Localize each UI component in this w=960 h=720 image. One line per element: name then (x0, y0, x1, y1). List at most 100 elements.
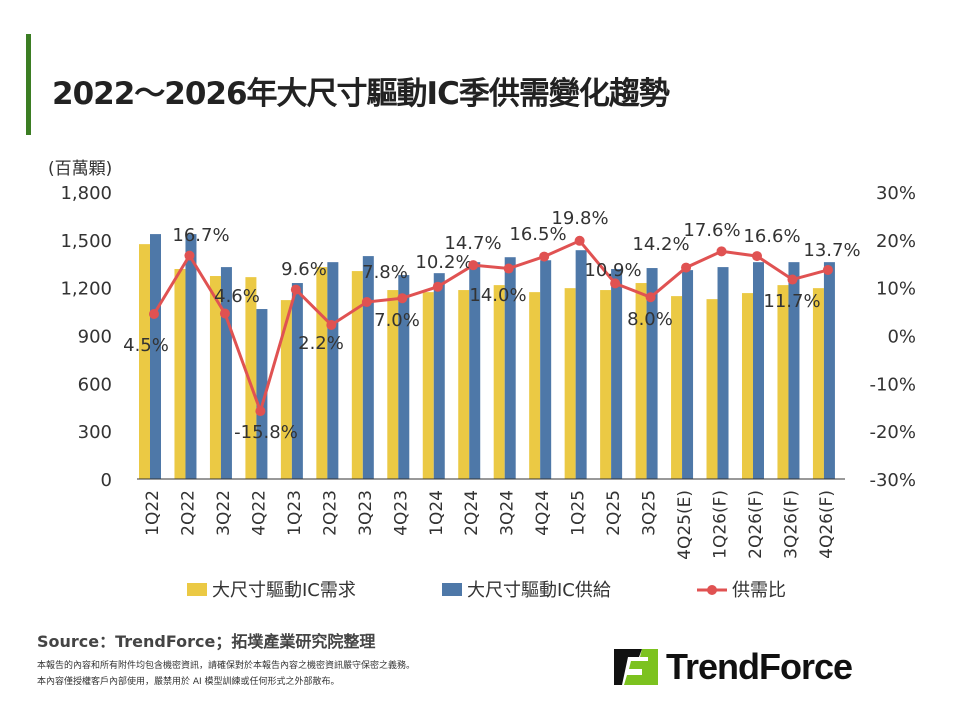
demand-bar (529, 292, 541, 479)
x-tick-label: 2Q24 (462, 490, 482, 536)
y2-tick-label: 10% (876, 279, 916, 300)
ratio-point (255, 406, 266, 417)
logo-text: TrendForce (666, 646, 853, 687)
ratio-point (361, 297, 372, 308)
supply-bar (646, 268, 658, 479)
x-tick-label: 3Q22 (214, 490, 234, 536)
ratio-data-label: 16.7% (172, 225, 229, 246)
x-tick-label: 4Q22 (249, 490, 269, 536)
demand-bar (387, 290, 399, 479)
y2-tick-label: 30% (876, 183, 916, 204)
supply-bar (611, 269, 623, 479)
legend-supply-label: 大尺寸驅動IC供給 (467, 580, 611, 601)
ratio-line (152, 238, 829, 416)
disclaimer-line-2: 本內容僅授權客戶內部使用，嚴禁用於 AI 模型訓練或任何形式之外部散布。 (37, 677, 340, 687)
ratio-data-label: 16.6% (743, 226, 800, 247)
ratio-point (184, 250, 195, 261)
x-tick-label: 2Q23 (320, 490, 340, 536)
ratio-data-label: 10.9% (584, 260, 641, 281)
supply-bar (682, 270, 694, 479)
supply-bar (752, 262, 764, 479)
legend-demand-swatch (187, 583, 207, 596)
legend: 大尺寸驅動IC需求 大尺寸驅動IC供給 供需比 (187, 580, 786, 601)
ratio-data-label: 16.5% (509, 224, 566, 245)
ratio-point (574, 235, 585, 246)
supply-bar (185, 234, 197, 479)
y2-tick-label: 0% (887, 327, 916, 348)
demand-bar (635, 283, 647, 479)
x-tick-label: 3Q25 (640, 490, 660, 536)
x-tick-label: 3Q26(F) (781, 490, 801, 559)
ratio-series: 4.5% 16.7% 4.6% -15.8% 9.6% 2.2% 7.0% 7.8% 10.2%… (123, 208, 860, 443)
y-tick-label: 900 (78, 327, 112, 348)
y-tick-label: 600 (78, 374, 112, 395)
ratio-data-label: 4.6% (214, 286, 260, 307)
demand-bar (600, 290, 612, 479)
x-tick-label: 2Q22 (178, 490, 198, 536)
ratio-data-label: 11.7% (763, 291, 820, 312)
demand-bar (812, 288, 824, 479)
ratio-data-label: 7.8% (362, 262, 408, 283)
supply-bar (220, 267, 232, 479)
demand-bar (671, 296, 683, 479)
supply-bar (150, 234, 161, 479)
disclaimer-line-1: 本報告的內容和所有附件均包含機密資訊，請確保對於本報告內容之機密資訊嚴守保密之義… (37, 661, 416, 671)
legend-ratio-marker (707, 585, 717, 595)
ratio-point (681, 262, 692, 273)
ratio-point (468, 260, 479, 271)
demand-bar (245, 277, 257, 479)
supply-bar (327, 262, 339, 479)
x-tick-label: 1Q24 (427, 490, 447, 536)
y-axis-ticks: 0 300 600 900 1,200 1,500 1,800 (60, 183, 112, 491)
ratio-point (787, 274, 798, 285)
x-tick-label: 4Q26(F) (817, 490, 837, 559)
x-tick-label: 4Q24 (533, 490, 553, 536)
x-tick-label: 3Q23 (356, 490, 376, 536)
supply-bar (291, 283, 303, 479)
demand-bar (706, 299, 718, 479)
chart: (百萬顆) 0 300 600 900 1,200 1,500 1,800 -30% -20%… (48, 159, 916, 601)
y2-tick-label: 20% (876, 231, 916, 252)
trendforce-logo: TrendForce (612, 645, 853, 689)
legend-demand-label: 大尺寸驅動IC需求 (212, 580, 356, 601)
x-axis-ticks: 1Q22 2Q22 3Q22 4Q22 1Q23 2Q23 3Q23 4Q23 1Q24 2Q24… (143, 490, 837, 560)
supply-bar (540, 260, 552, 479)
ratio-point (539, 251, 550, 262)
demand-bar (458, 290, 470, 479)
supply-bar (398, 275, 410, 479)
ratio-data-label: 14.0% (469, 285, 526, 306)
ratio-point (645, 292, 656, 303)
legend-supply-swatch (442, 583, 462, 596)
x-tick-label: 1Q25 (569, 490, 589, 536)
supply-bar (823, 262, 835, 479)
y2-tick-label: -20% (869, 422, 916, 443)
y2-axis-ticks: -30% -20% -10% 0% 10% 20% 30% (869, 183, 916, 491)
demand-bar (316, 267, 328, 479)
supply-bar (575, 250, 587, 479)
ratio-point (149, 308, 159, 319)
x-tick-label: 4Q23 (391, 490, 411, 536)
ratio-point (610, 278, 621, 289)
ratio-point (822, 264, 833, 275)
bars (139, 234, 835, 479)
y-axis-label: (百萬顆) (48, 159, 112, 179)
ratio-point (326, 319, 337, 330)
trendforce-logo-icon (614, 649, 658, 685)
demand-bar (564, 288, 576, 479)
y-tick-label: 0 (101, 470, 112, 491)
ratio-data-label: -15.8% (234, 422, 298, 443)
demand-bar (422, 292, 434, 479)
x-tick-label: 4Q25(E) (675, 490, 695, 560)
y-tick-label: 300 (78, 422, 112, 443)
ratio-point (716, 246, 727, 257)
demand-bar (493, 285, 505, 479)
ratio-data-label: 7.0% (374, 310, 420, 331)
ratio-data-label: 13.7% (803, 240, 860, 261)
y-tick-label: 1,500 (60, 231, 112, 252)
supply-bar (469, 262, 481, 479)
ratio-data-label: 9.6% (281, 259, 327, 280)
x-tick-label: 1Q26(F) (711, 490, 731, 559)
ratio-point (751, 251, 762, 262)
y2-tick-label: -30% (869, 470, 916, 491)
demand-bar (209, 276, 221, 479)
